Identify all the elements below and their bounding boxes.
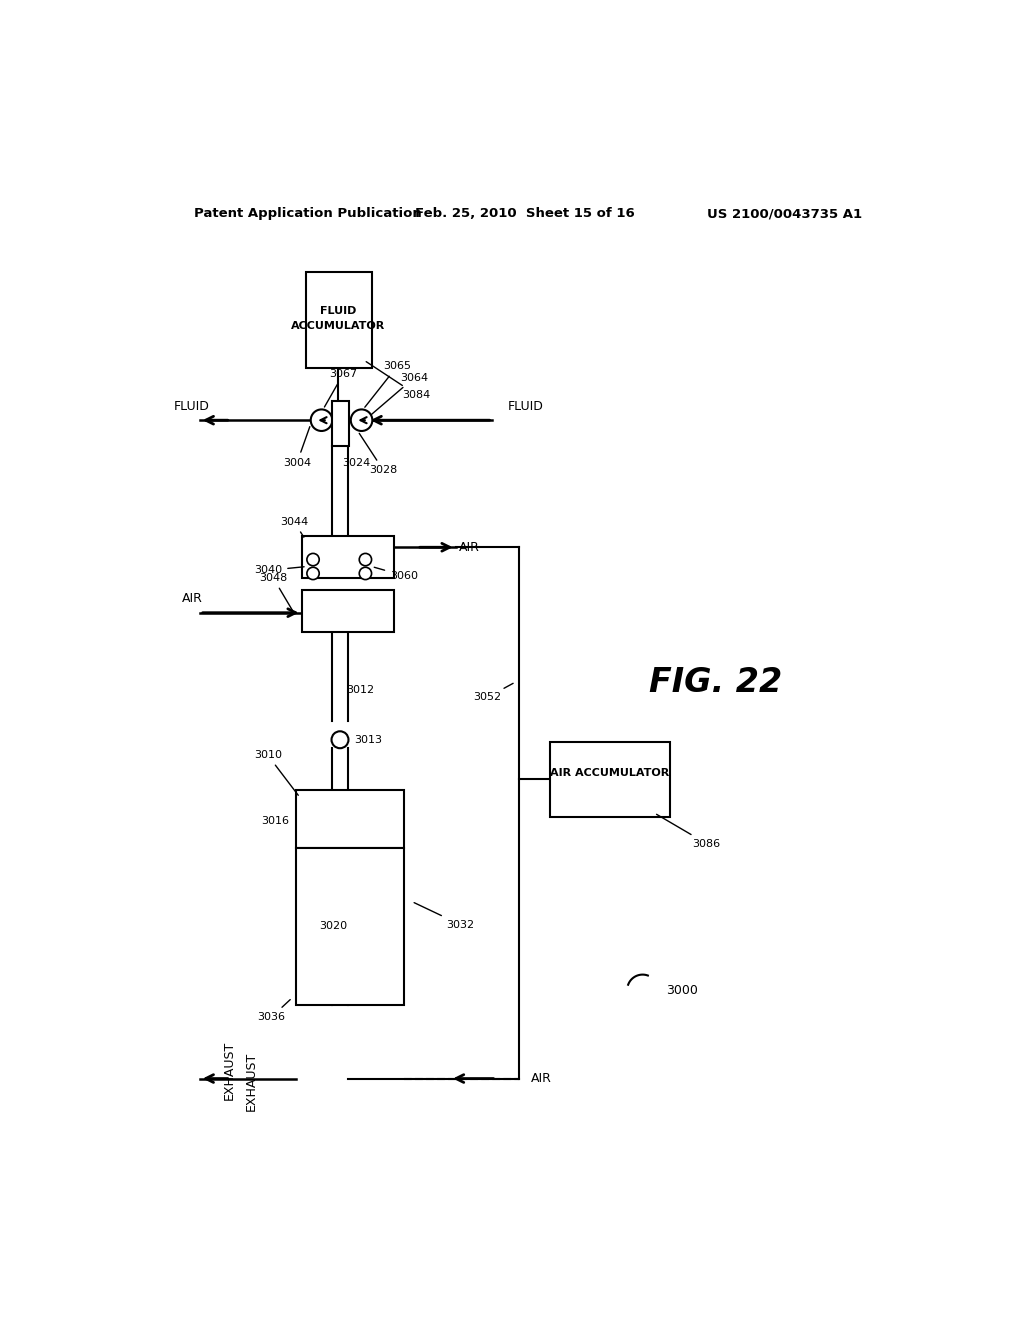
Text: AIR: AIR [181, 593, 203, 606]
Circle shape [359, 568, 372, 579]
Bar [296, 789, 403, 847]
Text: 3084: 3084 [367, 362, 431, 400]
Text: 3064: 3064 [372, 372, 428, 414]
Text: 3052: 3052 [473, 684, 513, 702]
Text: 3036: 3036 [258, 999, 290, 1022]
Circle shape [310, 409, 333, 430]
Text: 3024: 3024 [342, 458, 371, 467]
Text: 3000: 3000 [666, 983, 697, 997]
Text: 3004: 3004 [283, 426, 311, 467]
Text: FLUID: FLUID [321, 306, 356, 315]
Text: 3016: 3016 [261, 816, 290, 825]
Text: FLUID: FLUID [174, 400, 210, 413]
Bar [301, 536, 394, 578]
Text: 3012: 3012 [346, 685, 375, 694]
Text: 3067: 3067 [325, 370, 357, 407]
Text: 3065: 3065 [365, 362, 411, 408]
Bar [333, 401, 349, 446]
Text: EXHAUST: EXHAUST [222, 1041, 236, 1101]
Text: 3086: 3086 [656, 814, 721, 849]
Circle shape [359, 553, 372, 566]
Text: ACCUMULATOR: ACCUMULATOR [292, 321, 386, 331]
Text: FLUID: FLUID [508, 400, 544, 413]
Text: 3044: 3044 [280, 517, 308, 537]
Text: FIG. 22: FIG. 22 [649, 665, 782, 698]
Bar [301, 590, 394, 632]
Circle shape [351, 409, 373, 430]
Text: 3048: 3048 [259, 573, 293, 610]
Text: 3028: 3028 [359, 433, 397, 475]
Text: 3020: 3020 [319, 921, 347, 931]
Text: EXHAUST: EXHAUST [245, 1052, 257, 1111]
Text: US 2100/0043735 A1: US 2100/0043735 A1 [707, 207, 862, 220]
Text: AIR ACCUMULATOR: AIR ACCUMULATOR [550, 768, 669, 777]
Circle shape [332, 731, 348, 748]
Text: 3060: 3060 [374, 568, 418, 581]
Circle shape [307, 568, 319, 579]
Text: 3040: 3040 [254, 565, 304, 576]
Text: 3032: 3032 [414, 903, 474, 929]
Text: 3010: 3010 [254, 750, 298, 795]
Text: 3013: 3013 [354, 735, 382, 744]
Text: AIR: AIR [531, 1072, 552, 1085]
Text: Feb. 25, 2010  Sheet 15 of 16: Feb. 25, 2010 Sheet 15 of 16 [415, 207, 635, 220]
Text: AIR: AIR [460, 541, 480, 554]
Circle shape [307, 553, 319, 566]
Bar [296, 847, 403, 1006]
Bar [306, 272, 372, 368]
Bar [550, 742, 670, 817]
Text: Patent Application Publication: Patent Application Publication [194, 207, 422, 220]
